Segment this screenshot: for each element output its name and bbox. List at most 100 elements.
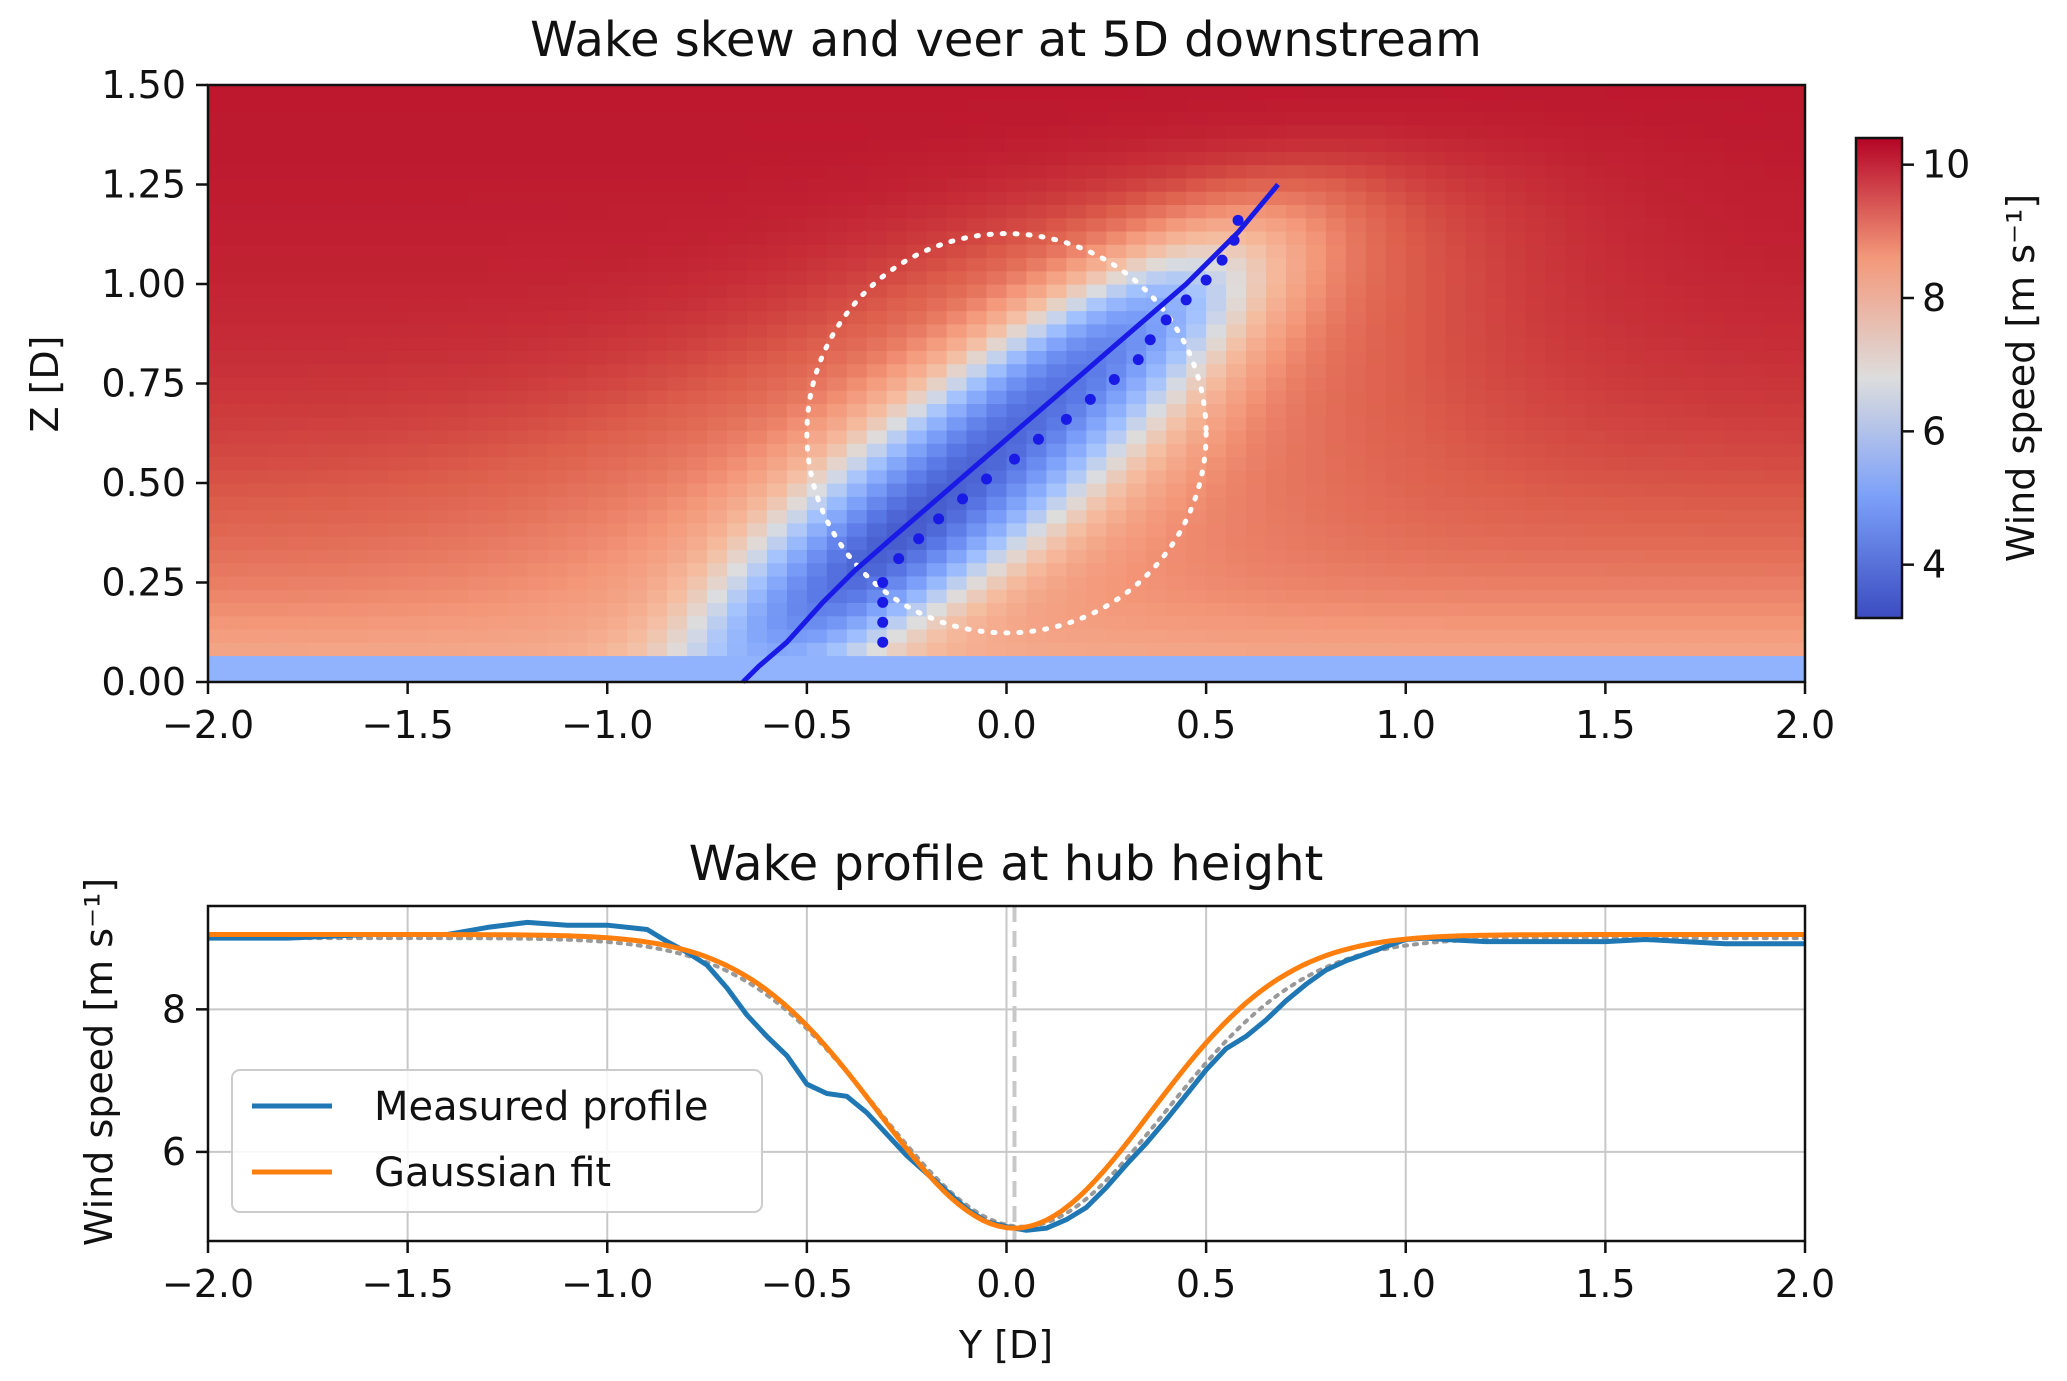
heatmap-cell (1126, 270, 1147, 285)
heatmap-cell (1525, 615, 1547, 630)
heatmap-cell (1705, 98, 1726, 113)
heatmap-cell (1725, 230, 1746, 245)
heatmap-cell (1285, 562, 1307, 577)
heatmap-cell (866, 668, 888, 682)
heatmap-cell (307, 443, 329, 458)
heatmap-cell (986, 668, 1008, 682)
heatmap-cell (208, 483, 229, 497)
wake-center-point (1180, 294, 1192, 306)
heatmap-cell (1186, 310, 1207, 325)
heatmap-cell (1645, 376, 1666, 391)
heatmap-cell (1525, 668, 1547, 682)
heatmap-cell (966, 310, 988, 325)
heatmap-cell (1425, 602, 1447, 617)
heatmap-cell (1285, 376, 1307, 391)
heatmap-cell (1226, 416, 1247, 431)
heatmap-cell (387, 575, 409, 590)
heatmap-cell (1226, 191, 1247, 205)
heatmap-cell (1226, 257, 1247, 272)
heatmap-cell (1126, 589, 1147, 603)
heatmap-cell (367, 138, 389, 152)
heatmap-cell (1685, 536, 1706, 550)
heatmap-cell (607, 217, 628, 232)
heatmap-cell (1785, 337, 1805, 351)
heatmap-cell (527, 443, 548, 458)
heatmap-cell (846, 443, 868, 458)
heatmap-cell (547, 244, 568, 259)
heatmap-cell (1425, 177, 1447, 192)
heatmap-cell (287, 642, 309, 657)
heatmap-cell (208, 655, 229, 670)
heatmap-cell (806, 230, 828, 245)
heatmap-cell (766, 602, 788, 617)
heatmap-cell (1445, 297, 1467, 312)
heatmap-cell (1665, 429, 1686, 444)
heatmap-cell (1525, 562, 1547, 577)
heatmap-cell (746, 549, 768, 564)
heatmap-cell (1345, 164, 1367, 179)
heatmap-cell (846, 138, 868, 152)
heatmap-cell (427, 549, 449, 564)
heatmap-cell (1685, 469, 1706, 484)
heatmap-cell (327, 456, 349, 471)
heatmap-cell (1565, 350, 1587, 365)
heatmap-cell (906, 522, 928, 537)
heatmap-cell (1266, 284, 1287, 298)
heatmap-cell (1465, 443, 1487, 458)
heatmap-cell (1525, 350, 1547, 365)
heatmap-cell (1505, 376, 1527, 391)
heatmap-cell (427, 522, 449, 537)
heatmap-cell (347, 217, 369, 232)
heatmap-cell (1206, 469, 1227, 484)
heatmap-cell (527, 191, 548, 205)
heatmap-cell (727, 456, 748, 471)
heatmap-cell (208, 443, 229, 458)
heatmap-cell (467, 217, 489, 232)
heatmap-cell (786, 257, 808, 272)
heatmap-cell (287, 589, 309, 603)
heatmap-cell (1305, 230, 1327, 245)
heatmap-cell (327, 151, 349, 166)
heatmap-cell (1665, 655, 1686, 670)
heatmap-cell (727, 244, 748, 259)
heatmap-cell (806, 522, 828, 537)
heatmap-cell (467, 138, 489, 152)
heatmap-cell (687, 191, 708, 205)
heatmap-cell (1445, 257, 1467, 272)
heatmap-cell (1026, 562, 1048, 577)
x-tick-label: 0.5 (1176, 1262, 1236, 1306)
heatmap-cell (547, 655, 568, 670)
heatmap-cell (1425, 284, 1447, 298)
heatmap-cell (407, 668, 429, 682)
heatmap-cell (1705, 124, 1726, 139)
heatmap-cell (986, 376, 1008, 391)
heatmap-cell (1785, 483, 1805, 497)
heatmap-cell (467, 257, 489, 272)
heatmap-cell (1086, 297, 1107, 312)
heatmap-cell (327, 323, 349, 338)
heatmap-cell (826, 655, 848, 670)
heatmap-cell (687, 363, 708, 378)
heatmap-cell (1026, 124, 1048, 139)
heatmap-cell (1086, 456, 1107, 471)
heatmap-cell (1186, 403, 1207, 418)
heatmap-cell (1645, 244, 1666, 259)
heatmap-cell (1365, 138, 1387, 152)
heatmap-cell (367, 575, 389, 590)
heatmap-cell (407, 575, 429, 590)
heatmap-cell (1405, 217, 1427, 232)
heatmap-cell (1485, 429, 1507, 444)
heatmap-cell (1685, 244, 1706, 259)
heatmap-cell (727, 111, 748, 126)
heatmap-cell (727, 164, 748, 179)
heatmap-cell (1126, 138, 1147, 152)
heatmap-cell (1625, 642, 1646, 657)
heatmap-cell (347, 575, 369, 590)
heatmap-cell (1126, 217, 1147, 232)
wake-center-point (893, 553, 905, 565)
heatmap-cell (427, 443, 449, 458)
heatmap-cell (1525, 469, 1547, 484)
heatmap-cell (1345, 138, 1367, 152)
heatmap-cell (1206, 589, 1227, 603)
heatmap-cell (1046, 191, 1067, 205)
